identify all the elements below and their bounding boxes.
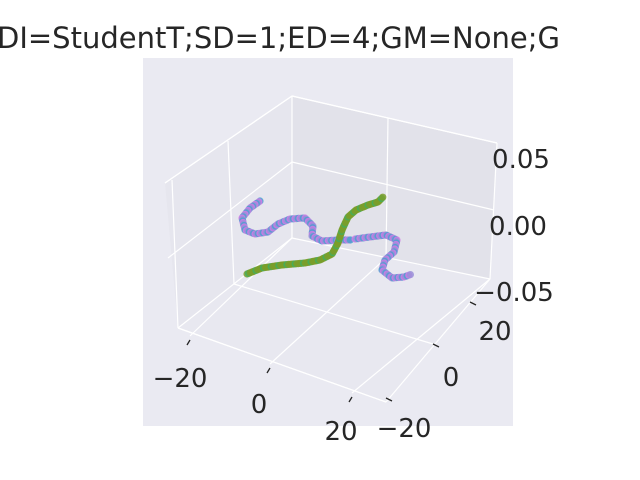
axis-edges — [164, 95, 498, 403]
grid-line — [291, 161, 495, 211]
grid-line — [269, 257, 387, 365]
z-tick-label: 0.05 — [492, 145, 550, 175]
grid-line — [489, 142, 498, 280]
data-point — [379, 193, 387, 201]
grid-line — [189, 237, 293, 337]
pane-floor — [178, 238, 490, 402]
y-tick-label: 20 — [478, 317, 511, 347]
x-tick-label: −20 — [153, 364, 208, 394]
tick-marks — [186, 301, 477, 403]
x-tick-label: 20 — [324, 417, 357, 447]
grid-line — [351, 278, 491, 394]
grid-line — [233, 283, 434, 345]
z-tick-label: −0.05 — [474, 278, 554, 308]
y-tick-label: −20 — [377, 414, 432, 444]
data-point — [406, 271, 414, 279]
x-tick-label: 0 — [251, 390, 268, 420]
grid-line — [177, 237, 293, 329]
chart-title: DI=StudentT;SD=1;ED=4;GM=None;G — [0, 21, 560, 55]
data-points — [238, 193, 414, 282]
grid-line — [227, 140, 235, 285]
grid-line — [167, 161, 293, 259]
pane-left — [165, 96, 292, 328]
z-tick-label: 0.00 — [489, 212, 547, 242]
grid-line — [171, 179, 179, 329]
y-tick-label: 0 — [443, 363, 460, 393]
